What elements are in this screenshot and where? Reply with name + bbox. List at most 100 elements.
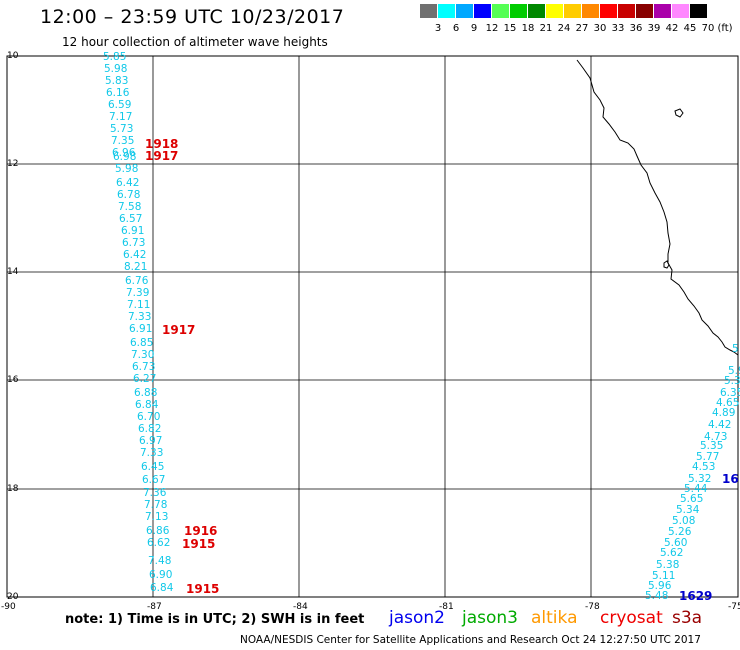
scale-swatch xyxy=(528,4,546,18)
lon-tick-label: -90 xyxy=(1,602,16,612)
scale-swatch xyxy=(510,4,528,18)
scale-label: 27 xyxy=(575,23,589,34)
pass-time-label: 1915 xyxy=(182,537,215,551)
wave-height-label: 5.44 xyxy=(684,483,708,495)
east-track-heights: 55.95.36.354.654.894.424.735.355.774.535… xyxy=(645,343,740,602)
chart-subtitle: 12 hour collection of altimeter wave hei… xyxy=(62,35,328,49)
lat-tick-label: 16 xyxy=(7,375,19,385)
wave-height-label: 5.77 xyxy=(696,451,719,463)
wave-height-label: 6.98 xyxy=(113,151,136,163)
wave-height-label: 6.62 xyxy=(147,537,170,549)
wave-height-label: 5.83 xyxy=(105,75,128,87)
lat-tick-label: 10 xyxy=(7,51,19,61)
lat-tick-label: 18 xyxy=(7,484,19,494)
scale-swatch xyxy=(600,4,618,18)
wave-height-label: 7.36 xyxy=(143,487,167,499)
wave-height-label: 5.11 xyxy=(652,570,675,582)
wave-height-label: 7.30 xyxy=(131,349,154,361)
satellite-s3a: s3a xyxy=(672,608,703,628)
satellite-jason2: jason2 xyxy=(389,608,445,628)
wave-height-label: 7.48 xyxy=(148,555,171,567)
wave-height-label: 5.60 xyxy=(664,537,687,549)
wave-height-label: 6.78 xyxy=(117,189,140,201)
wave-height-label: 6.86 xyxy=(146,525,170,537)
wave-height-label: 7.58 xyxy=(118,201,141,213)
scale-label: 36 xyxy=(629,23,643,34)
wave-height-label: 7.13 xyxy=(145,511,168,523)
pass-time-label: 1629 xyxy=(679,589,712,603)
scale-swatch xyxy=(492,4,510,18)
wave-height-label: 4.42 xyxy=(708,419,731,431)
scale-label: 6 xyxy=(452,23,460,34)
scale-label: 21 xyxy=(539,23,553,34)
lat-tick-label: 20 xyxy=(7,592,19,602)
scale-label: 39 xyxy=(647,23,661,34)
wave-height-label: 4.53 xyxy=(692,461,715,473)
pass-time-label: 1917 xyxy=(162,323,195,337)
wave-height-label: 7.35 xyxy=(111,135,134,147)
scale-label: 45 xyxy=(683,23,697,34)
satellite-jason3: jason3 xyxy=(462,608,518,628)
wave-height-label: 4.73 xyxy=(704,431,727,443)
wave-height-label: 6.16 xyxy=(106,87,130,99)
scale-swatch xyxy=(564,4,582,18)
wave-height-label: 6.73 xyxy=(132,361,155,373)
wave-height-label: 5 xyxy=(732,343,739,355)
lon-tick-label: -75 xyxy=(728,602,740,612)
pass-time-label: 16 xyxy=(722,472,739,486)
lon-tick-label: -84 xyxy=(293,602,308,612)
scale-unit: (ft) xyxy=(717,23,733,34)
wave-height-label: 5.32 xyxy=(688,473,711,485)
coastline xyxy=(576,59,739,356)
wave-height-label: 6.57 xyxy=(119,213,142,225)
wave-height-label: 5.65 xyxy=(680,493,703,505)
wave-height-label: 6.82 xyxy=(138,423,161,435)
scale-swatch xyxy=(654,4,672,18)
wave-height-label: 6.67 xyxy=(142,474,165,486)
wave-height-label: 4.89 xyxy=(712,407,735,419)
pass-time-label: 1915 xyxy=(186,582,219,596)
wave-height-label: 5.73 xyxy=(110,123,133,135)
credit-line: NOAA/NESDIS Center for Satellite Applica… xyxy=(240,634,701,646)
wave-height-label: 6.97 xyxy=(139,435,162,447)
wave-height-label: 5.26 xyxy=(668,526,692,538)
wave-height-label: 7.33 xyxy=(140,447,163,459)
wave-height-label: 7.39 xyxy=(126,287,149,299)
pass-time-label: 1917 xyxy=(145,149,178,163)
west-track-heights: 5.855.985.836.166.597.175.737.356.966.98… xyxy=(103,51,174,594)
wave-height-label: 6.88 xyxy=(134,387,157,399)
scale-label: 33 xyxy=(611,23,625,34)
lon-tick-label: -78 xyxy=(585,602,600,612)
wave-height-label: 5.34 xyxy=(676,504,700,516)
wave-height-label: 5.08 xyxy=(672,515,695,527)
wave-height-label: 4.65 xyxy=(716,397,739,409)
wave-height-label: 5.85 xyxy=(103,51,126,63)
scale-swatch xyxy=(474,4,492,18)
wave-height-label: 6.27 xyxy=(133,373,156,385)
wave-height-label: 5.62 xyxy=(660,547,683,559)
pass-time-label: 1918 xyxy=(145,137,178,151)
wave-height-label: 5.35 xyxy=(700,440,723,452)
wave-height-label: 5.9 xyxy=(728,365,740,377)
pass-time-label: 1916 xyxy=(184,524,217,538)
wave-height-label: 5.96 xyxy=(648,580,672,592)
scale-label: 18 xyxy=(521,23,535,34)
wave-height-label: 6.85 xyxy=(130,337,153,349)
lon-tick-label: -87 xyxy=(147,602,162,612)
wave-height-label: 5.98 xyxy=(115,163,138,175)
scale-swatch xyxy=(636,4,654,18)
scale-label: 9 xyxy=(470,23,478,34)
wave-height-label: 6.91 xyxy=(129,323,152,335)
wave-height-label: 7.33 xyxy=(128,311,151,323)
wave-height-label: 7.17 xyxy=(109,111,132,123)
satellite-altika: altika xyxy=(531,608,578,628)
scale-label: 30 xyxy=(593,23,607,34)
wave-height-label: 7.11 xyxy=(127,299,150,311)
lat-tick-label: 12 xyxy=(7,159,19,169)
satellite-cryosat: cryosat xyxy=(600,608,663,628)
scale-swatch xyxy=(546,4,564,18)
wave-height-label: 5.3 xyxy=(724,375,740,387)
scale-swatch xyxy=(456,4,474,18)
